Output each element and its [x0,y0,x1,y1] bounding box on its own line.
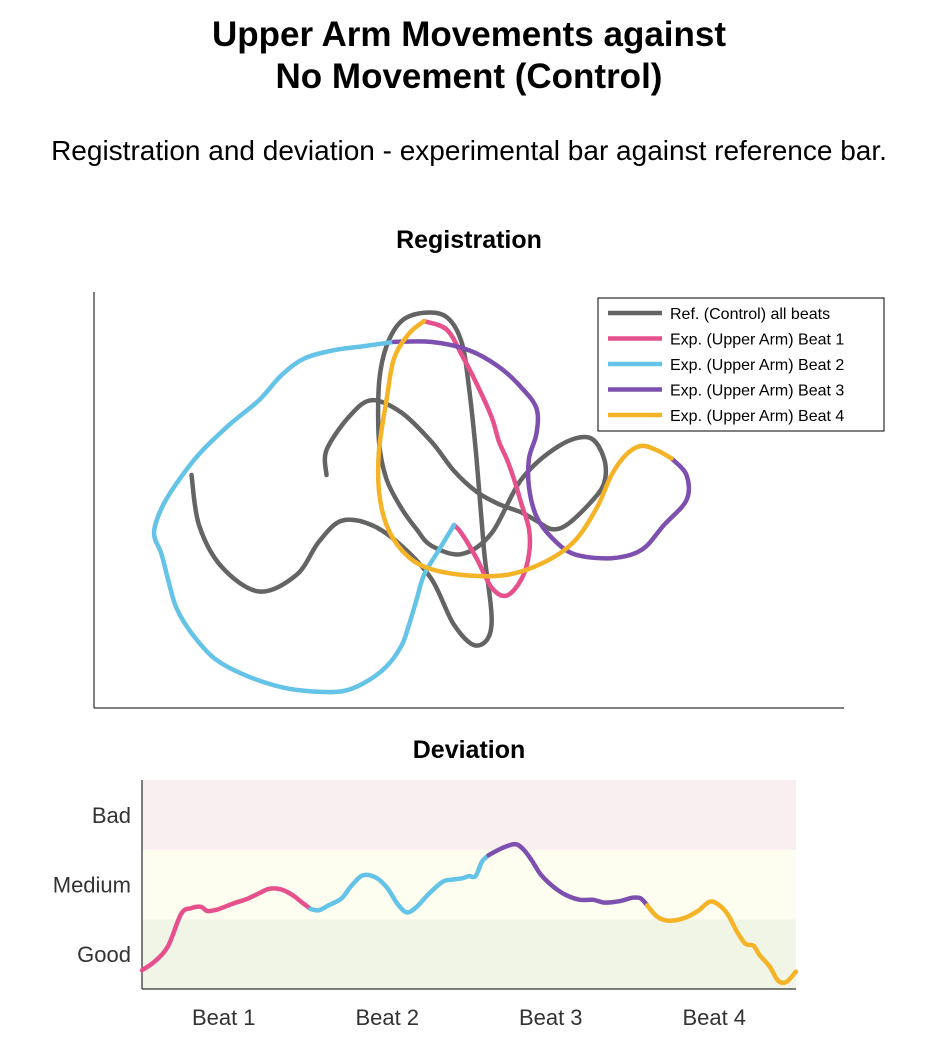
deviation-bands [142,780,796,989]
deviation-band-medium [142,849,796,920]
deviation-band-good [142,919,796,989]
deviation-lines [139,841,799,986]
legend-label-3: Exp. (Upper Arm) Beat 3 [670,383,844,400]
deviation-ytick-medium: Medium [53,873,131,898]
legend-label-2: Exp. (Upper Arm) Beat 2 [670,357,844,374]
deviation-series-3 [644,899,799,986]
legend: Ref. (Control) all beats Exp. (Upper Arm)… [597,297,885,432]
legend-label-4: Exp. (Upper Arm) Beat 4 [670,408,844,425]
deviation-xtick-2: Beat 2 [355,1005,419,1030]
registration-title: Registration [396,226,542,254]
deviation-axes [141,780,796,990]
chart-title-line-1: Upper Arm Movements against [211,15,727,54]
registration-axes [93,292,844,709]
registration-series-2 [151,339,457,695]
deviation-ytick-good: Good [77,942,131,967]
chart-title-line-2: No Movement (Control) [275,57,663,96]
deviation-xtick-4: Beat 4 [682,1005,746,1030]
deviation-title: Deviation [412,736,526,764]
registration-lines [151,310,692,695]
deviation-xtick-1: Beat 1 [192,1005,256,1030]
chart-title: Upper Arm Movements against No Movement … [0,14,938,98]
registration-series-3 [391,339,692,561]
deviation-series-1 [308,852,491,915]
deviation-series-2 [486,841,650,908]
deviation-ytick-bad: Bad [92,803,131,828]
deviation-band-bad [142,780,796,850]
legend-label-0: Ref. (Control) all beats [670,306,830,323]
registration-series-1 [421,318,533,599]
registration-series-0 [189,310,609,648]
deviation-series-0 [139,886,313,973]
registration-series-4 [375,318,674,579]
legend-label-1: Exp. (Upper Arm) Beat 1 [670,332,844,349]
deviation-labels: Good Medium Bad Beat 1 Beat 2 Beat 3 Beat 4 [53,803,746,1030]
chart-subtitle: Registration and deviation - experimenta… [51,135,887,166]
deviation-xtick-3: Beat 3 [519,1005,583,1030]
